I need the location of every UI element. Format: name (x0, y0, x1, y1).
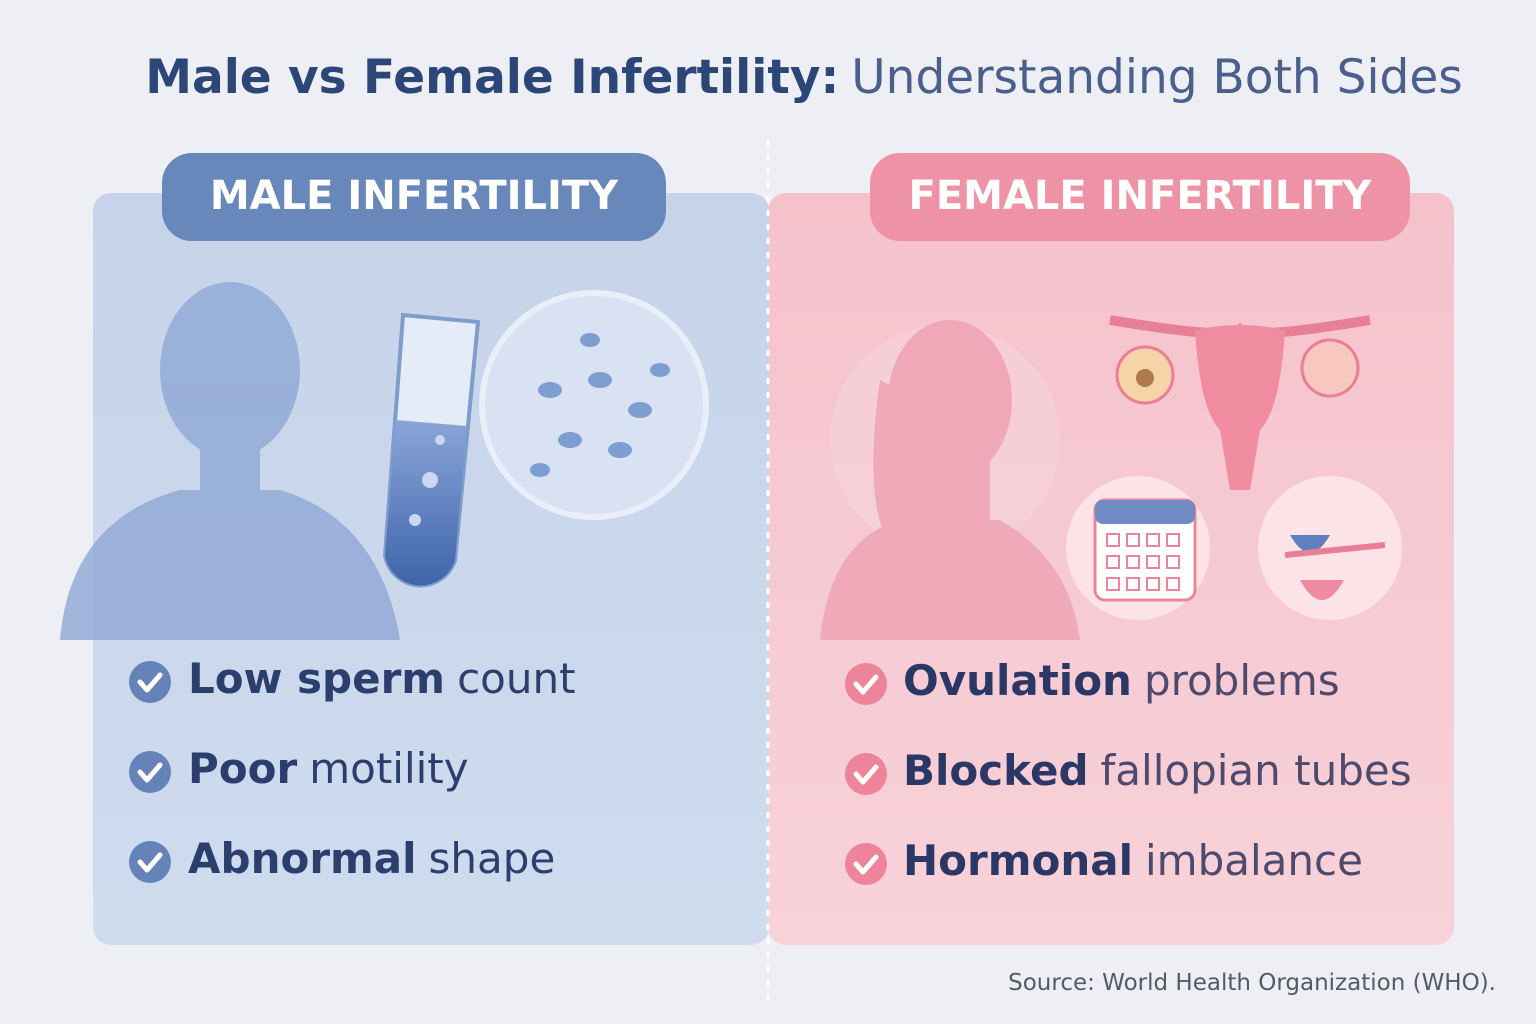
test-tube (382, 312, 481, 588)
item-bold: Blocked (903, 746, 1089, 795)
item-bold: Hormonal (903, 836, 1133, 885)
female-heading-pill (870, 153, 1410, 241)
title-regular: Understanding Both Sides (851, 50, 1463, 105)
item-bold: Ovulation (903, 656, 1132, 705)
check-icons (129, 661, 887, 885)
female-heading: FEMALE INFERTILITY (908, 173, 1372, 219)
item-bold: Low sperm (188, 654, 446, 703)
food-circle (1258, 476, 1402, 620)
item-bold: Abnormal (188, 834, 417, 883)
sperm-circle (479, 290, 709, 520)
man-silhouette (60, 282, 400, 640)
female-item: Hormonal imbalance (903, 836, 1363, 885)
item-regular: fallopian tubes (1100, 746, 1412, 795)
female-item: Ovulation problems (903, 656, 1340, 705)
title: Male vs Female Infertility: Understanding… (0, 50, 1536, 105)
item-regular: imbalance (1144, 836, 1363, 885)
uterus (1109, 315, 1371, 490)
woman-silhouette (820, 320, 1080, 640)
male-heading: MALE INFERTILITY (209, 173, 619, 219)
male-item: Poor motility (188, 744, 469, 793)
title-bold: Male vs Female Infertility: (145, 50, 840, 105)
item-regular: problems (1143, 656, 1340, 705)
male-heading-pill (162, 153, 666, 241)
male-item: Low sperm count (188, 654, 576, 703)
calendar (1066, 476, 1210, 620)
item-regular: shape (428, 834, 556, 883)
item-regular: motility (309, 744, 469, 793)
source: Source: World Health Organization (WHO). (1008, 970, 1496, 996)
item-regular: count (457, 654, 576, 703)
female-item: Blocked fallopian tubes (903, 746, 1412, 795)
male-item: Abnormal shape (188, 834, 555, 883)
item-bold: Poor (188, 744, 298, 793)
